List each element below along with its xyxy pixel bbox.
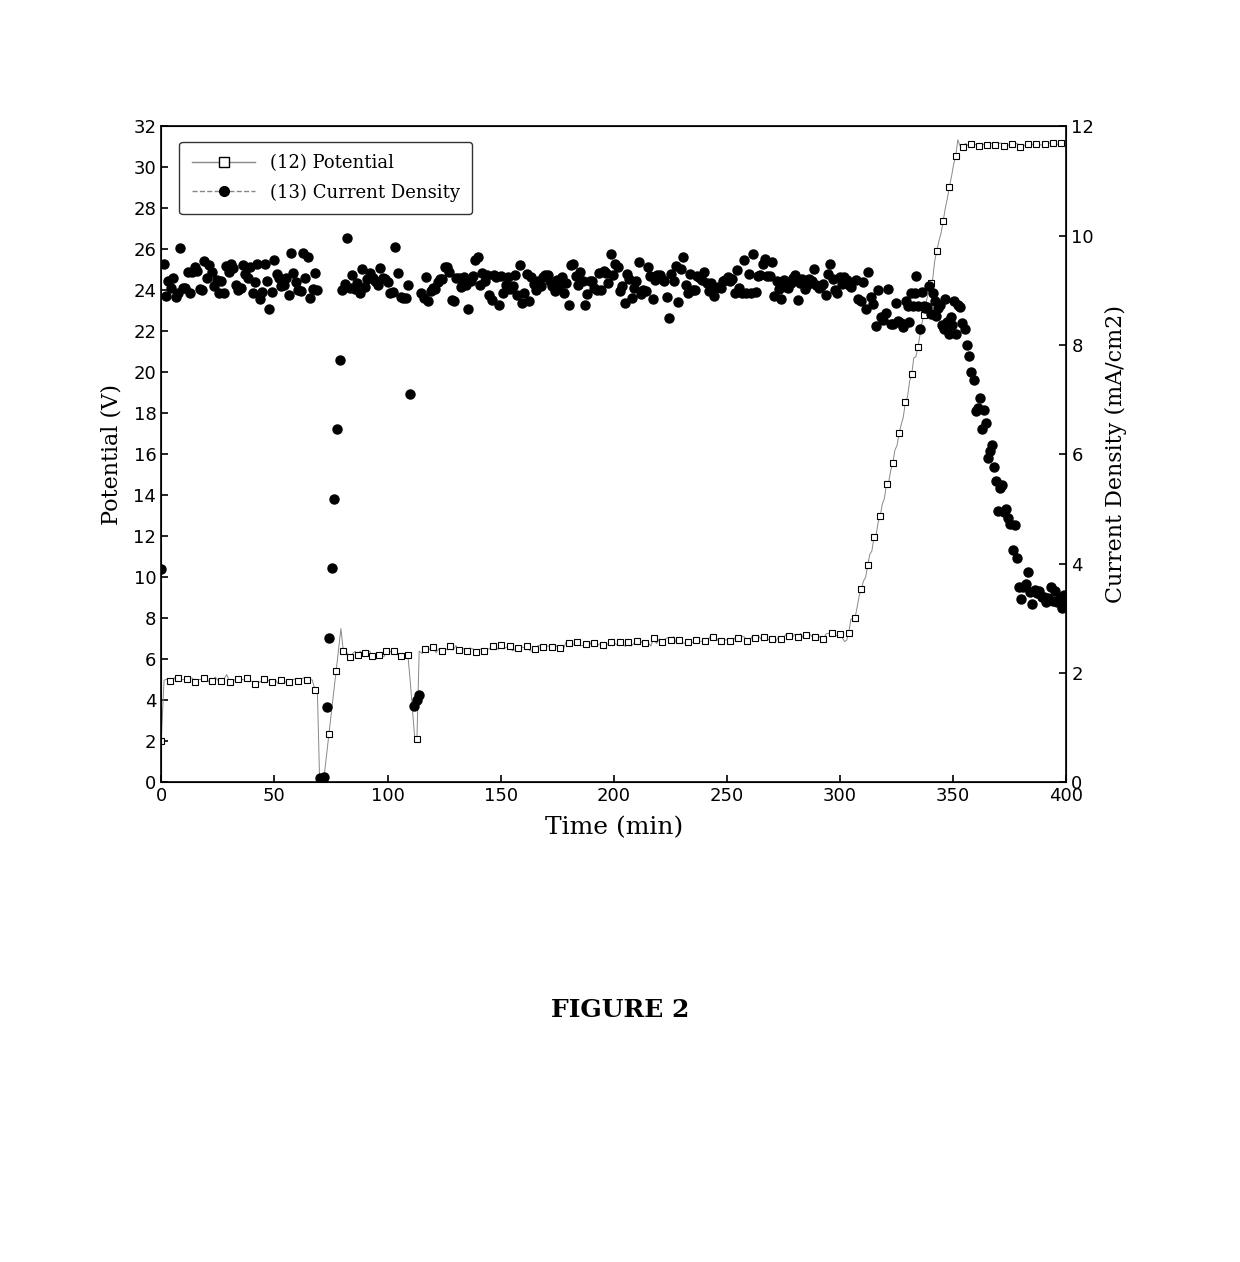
Y-axis label: Potential (V): Potential (V): [100, 384, 123, 525]
X-axis label: Time (min): Time (min): [544, 817, 683, 839]
Legend: (12) Potential, (13) Current Density: (12) Potential, (13) Current Density: [180, 141, 472, 215]
Y-axis label: Current Density (mA/cm2): Current Density (mA/cm2): [1105, 305, 1127, 603]
Text: FIGURE 2: FIGURE 2: [551, 997, 689, 1022]
